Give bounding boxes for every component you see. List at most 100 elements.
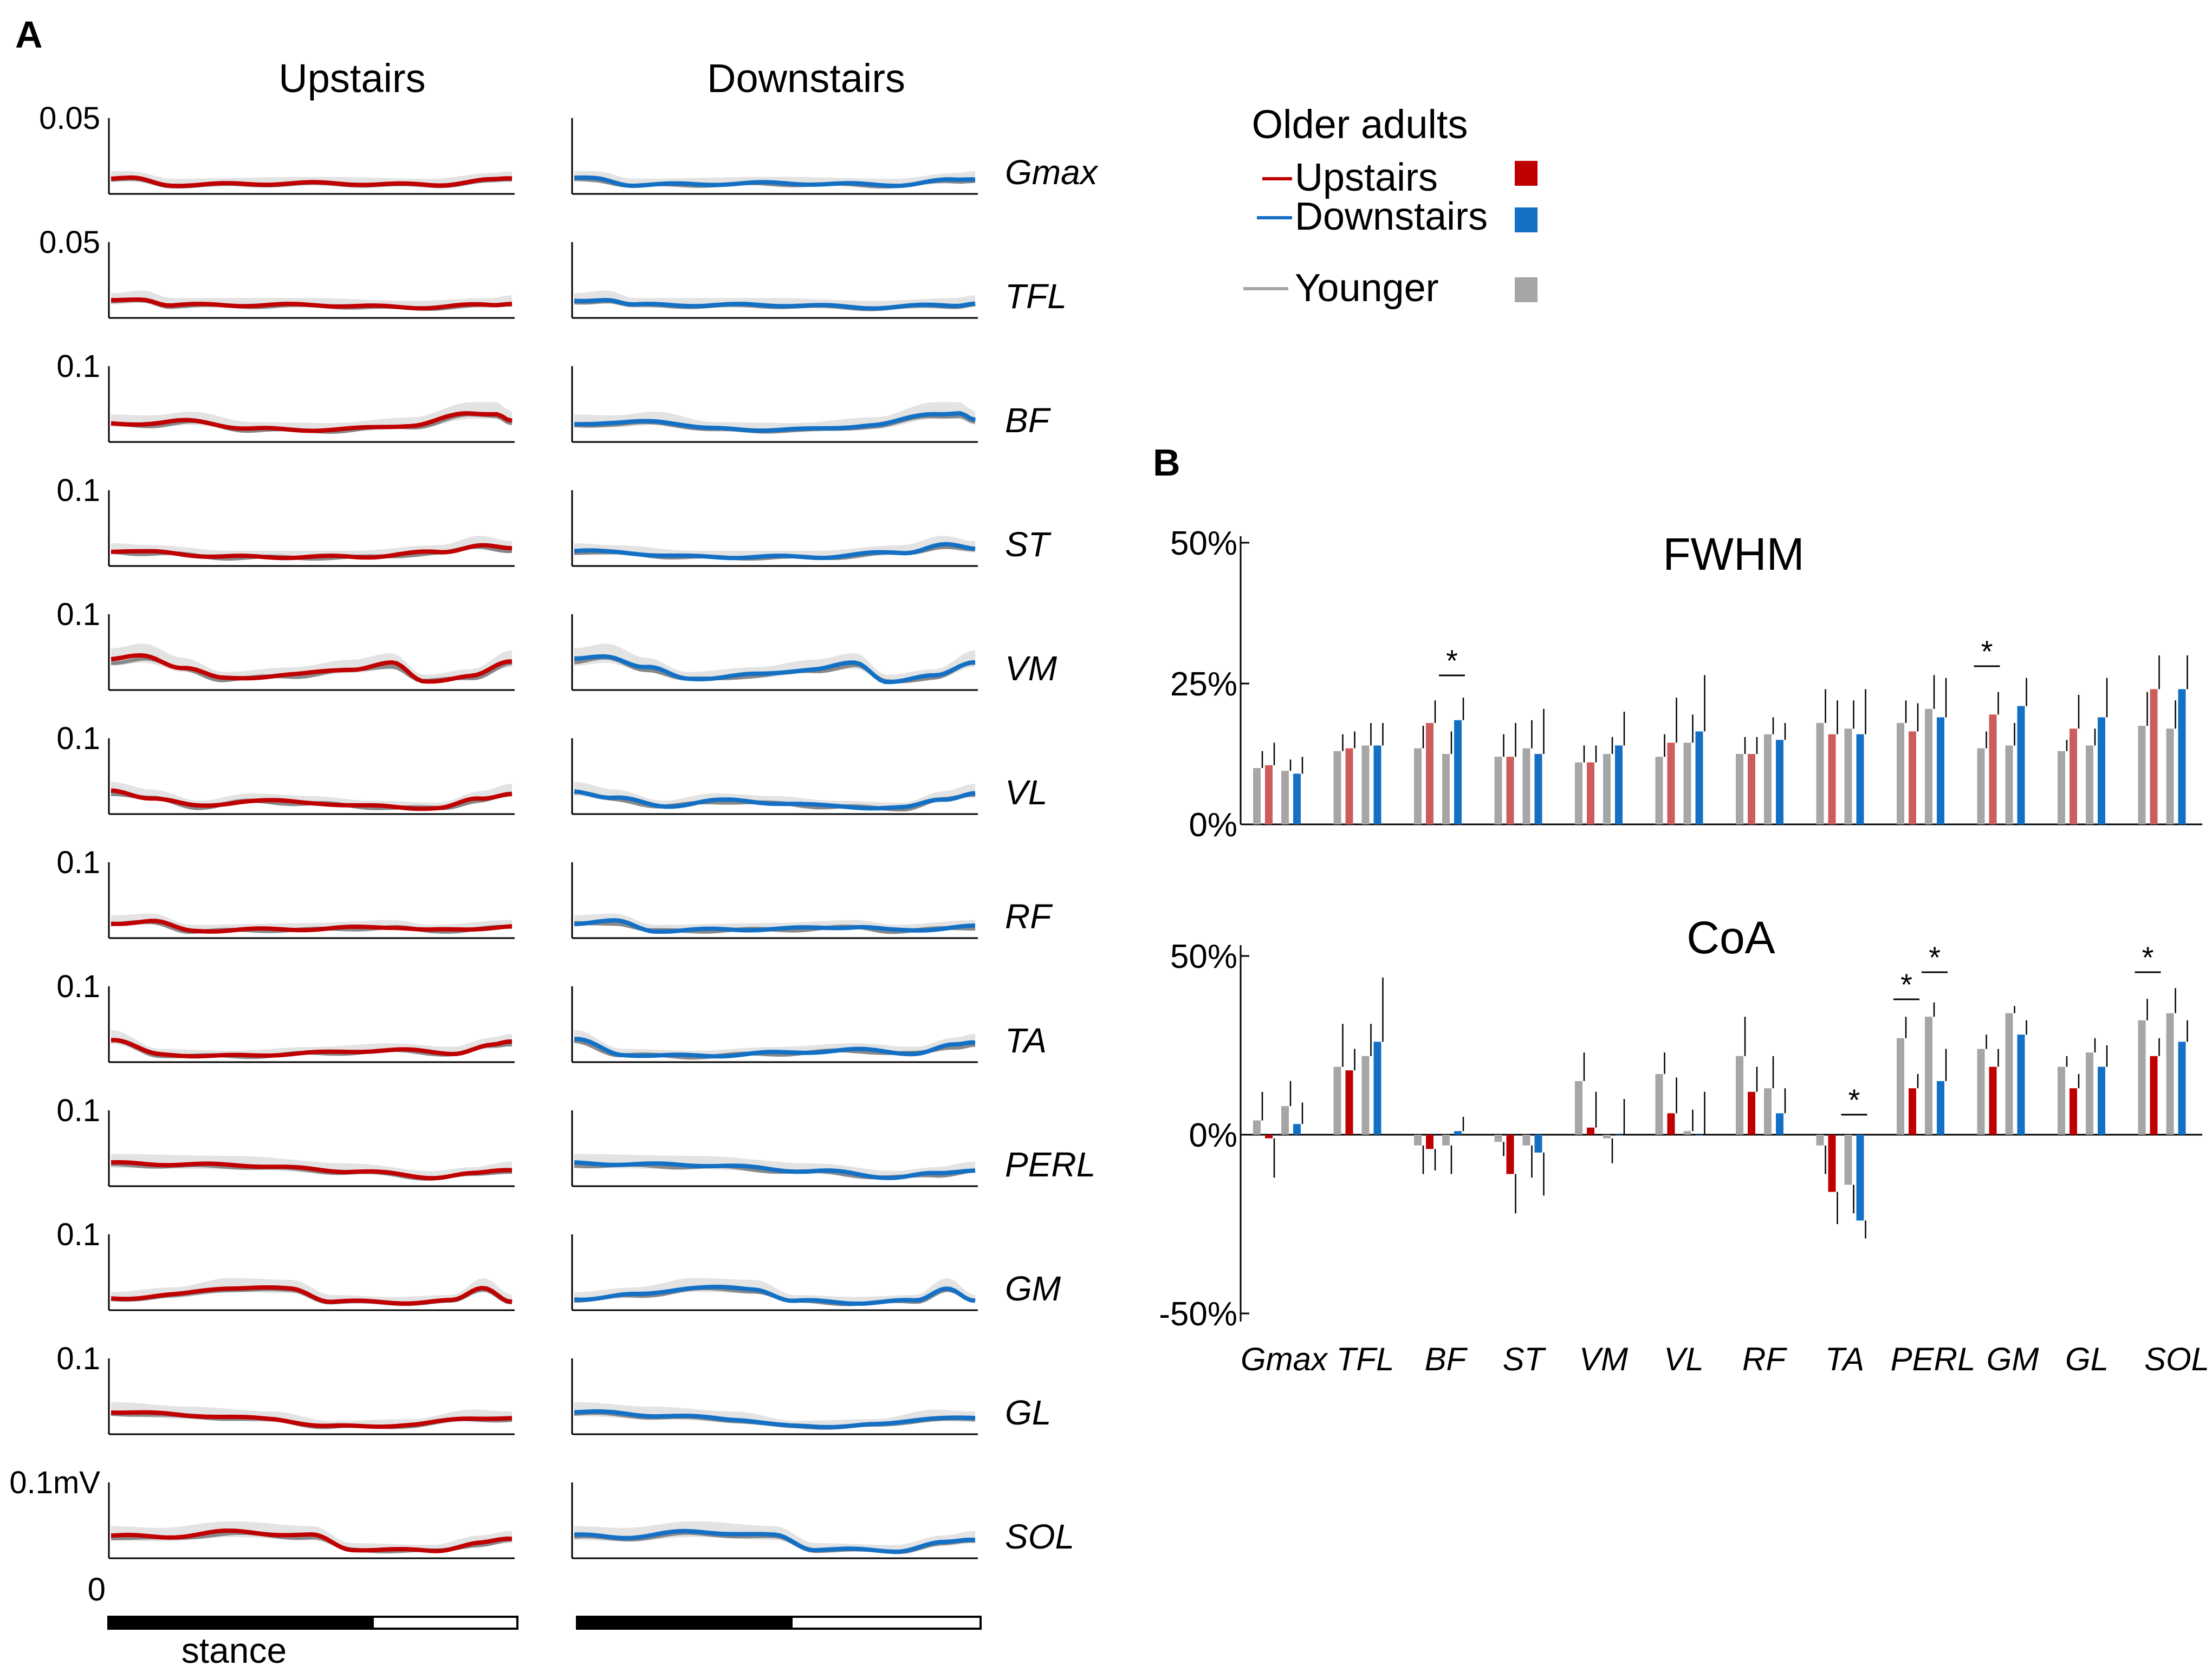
series-younger-up	[1253, 689, 2148, 824]
downstairs-trace	[574, 411, 976, 433]
bar-tfl	[1345, 1070, 1353, 1135]
downstairs-trace	[574, 789, 976, 811]
col-title-downstairs: Downstairs	[707, 56, 905, 101]
y-tick-label: 50%	[1170, 525, 1237, 562]
emg-rows: 0.05 Gmax 0.05 TFL 0.1 BF 0.1 ST 0.1 VM 0.1 VL 0.1 RF…	[9, 101, 1099, 1559]
significance-star: *	[1981, 634, 1993, 668]
downstairs-trace	[574, 298, 976, 311]
bar-tfl	[1373, 1042, 1381, 1135]
significance-marker: *	[1893, 967, 1919, 1001]
bar-sol	[2150, 689, 2158, 824]
y-max-label: 0.1	[56, 845, 100, 880]
bar-tfl	[1373, 745, 1381, 824]
emg-row-gl: 0.1 GL	[56, 1341, 1051, 1435]
bar-gmax	[1265, 1135, 1273, 1138]
legend-item-younger: Younger	[1243, 266, 1538, 310]
bar-vm	[1603, 754, 1611, 824]
legend-item-downstairs: Downstairs	[1257, 195, 1538, 238]
bar-sol	[2150, 1056, 2158, 1135]
bar-bf	[1414, 1135, 1422, 1146]
muscle-label-ta: TA	[1005, 1021, 1047, 1060]
panel-a-label: A	[15, 14, 43, 56]
bar-bf	[1442, 754, 1450, 824]
legend-title: Older adults	[1252, 102, 1468, 147]
y-max-label: 0.1	[56, 473, 100, 508]
panel-b: B FWHM 50% 25% 0% * * CoA 50% 0% -50% * * * * Gmax TF…	[1153, 441, 2209, 1377]
legend-label-younger: Younger	[1295, 266, 1439, 310]
y-max-label: 0.1	[56, 1093, 100, 1128]
y-tick-label: 25%	[1170, 666, 1237, 703]
downstairs-trace	[574, 1160, 976, 1180]
muscle-label-vm: VM	[1005, 649, 1058, 688]
bar-vl	[1683, 1131, 1691, 1135]
sd-band	[574, 1278, 975, 1304]
bar-perl	[1909, 1088, 1916, 1135]
emg-axes-upstairs-st	[108, 490, 515, 567]
emg-axes-upstairs-rf	[108, 862, 515, 939]
legend: Older adults Upstairs Downstairs Younger	[1243, 102, 1538, 310]
bar-ta	[1816, 723, 1824, 824]
emg-axes-downstairs-gm	[571, 1234, 978, 1311]
bar-rf	[1764, 734, 1772, 824]
muscle-label-rf: RF	[1005, 897, 1053, 936]
emg-axes-downstairs-vl	[571, 738, 978, 815]
bar-gm	[2017, 1035, 2025, 1135]
legend-square-younger	[1515, 277, 1538, 302]
x-label-vm: VM	[1579, 1341, 1628, 1377]
y-tick-label: 50%	[1170, 938, 1237, 975]
legend-square-upstairs	[1515, 161, 1538, 186]
bar-bf	[1454, 720, 1462, 824]
y-max-label: 0.1	[56, 1217, 100, 1252]
upstairs-trace	[111, 653, 513, 684]
emg-row-gm: 0.1 GM	[56, 1217, 1061, 1311]
bar-bf	[1426, 1135, 1433, 1149]
y-tick-label: 0%	[1189, 806, 1237, 844]
y-tick-label: -50%	[1159, 1296, 1237, 1333]
bar-st	[1522, 748, 1530, 824]
bar-perl	[1925, 708, 1932, 824]
bar-rf	[1736, 754, 1743, 824]
emg-axes-downstairs-vm	[571, 614, 978, 691]
y-max-label: 0.1	[56, 1341, 100, 1376]
bar-bf	[1414, 748, 1422, 824]
significance-star: *	[1848, 1083, 1860, 1117]
bar-rf	[1748, 1091, 1755, 1135]
y-max-label: 0.1	[56, 597, 100, 632]
bar-gl	[2086, 745, 2093, 824]
bar-gm	[2005, 745, 2013, 824]
muscle-label-tfl: TFL	[1005, 277, 1067, 316]
emg-axes-upstairs-vl	[108, 738, 515, 815]
upstairs-trace	[111, 788, 513, 811]
sd-band	[574, 782, 975, 809]
bar-gmax	[1253, 768, 1261, 824]
bar-ta	[1816, 1135, 1824, 1146]
bar-gl	[2058, 751, 2065, 824]
emg-row-tfl: 0.05 TFL	[39, 225, 1067, 319]
bar-vl	[1695, 731, 1703, 824]
bar-ta	[1856, 1135, 1864, 1221]
bar-bf	[1442, 1135, 1450, 1146]
y-max-label: 0.1	[56, 721, 100, 756]
x-label-perl: PERL	[1891, 1341, 1976, 1377]
legend-label-upstairs: Upstairs	[1295, 156, 1438, 199]
upstairs-trace	[111, 1410, 513, 1429]
bar-gl	[2058, 1066, 2065, 1135]
fwhm-chart: FWHM 50% 25% 0% * *	[1170, 525, 2202, 844]
bar-st	[1494, 757, 1502, 824]
bar-vm	[1575, 762, 1582, 824]
bar-tfl	[1345, 748, 1353, 824]
emg-axes-downstairs-perl	[571, 1110, 978, 1187]
muscle-label-sol: SOL	[1005, 1517, 1074, 1556]
emg-row-rf: 0.1 RF	[56, 845, 1053, 939]
bar-sol	[2178, 689, 2186, 824]
emg-axes-downstairs-bf	[571, 366, 978, 443]
y-max-label: 0.1	[56, 349, 100, 384]
x-label-bf: BF	[1425, 1341, 1468, 1377]
bar-bf	[1426, 723, 1433, 824]
upstairs-trace	[111, 1038, 513, 1059]
emg-row-perl: 0.1 PERL	[56, 1093, 1095, 1187]
emg-axes-upstairs-gm	[108, 1234, 515, 1311]
x-label-st: ST	[1503, 1341, 1547, 1377]
emg-axes-upstairs-sol	[108, 1482, 515, 1559]
